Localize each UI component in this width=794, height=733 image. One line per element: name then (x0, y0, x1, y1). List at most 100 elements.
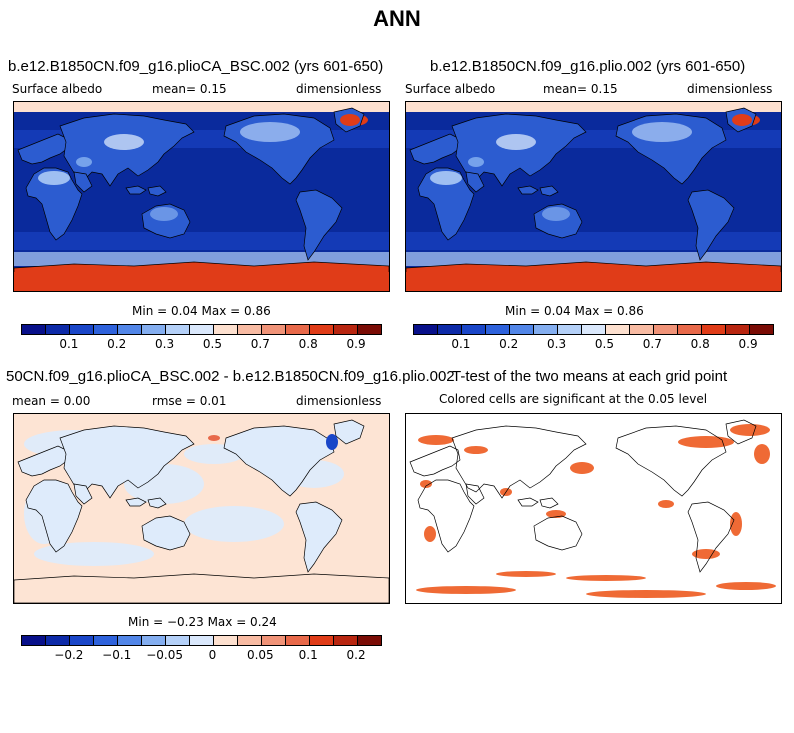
landmass-outline (451, 425, 587, 499)
panel1-units: dimensionless (296, 82, 382, 96)
canada-snow (632, 122, 692, 142)
antarctic-ice-sheet (406, 272, 781, 291)
panel2-minmax: Min = 0.04 Max = 0.86 (505, 304, 644, 318)
colorbar-box (310, 636, 334, 645)
australia-desert (542, 207, 570, 221)
arctic-sea-ice (14, 102, 389, 112)
colorbar-tick-label: −0.1 (102, 648, 132, 662)
colorbar-tick-label: 0.1 (451, 337, 471, 351)
colorbar-tick-label: 0.8 (690, 337, 710, 351)
desert-bright-area (38, 171, 70, 185)
panel3-rmse: rmse = 0.01 (152, 394, 227, 408)
colorbar-box (358, 325, 381, 334)
colorbar-box (46, 636, 70, 645)
panel4-ttest-map (405, 413, 782, 604)
colorbar-box (654, 325, 678, 334)
colorbar-tick-label: 0.9 (738, 337, 758, 351)
landmass (539, 185, 559, 197)
colorbar-box (310, 325, 334, 334)
significant-cells (496, 571, 556, 577)
panel2-colorbar-labels: 0.1 0.2 0.3 0.5 0.7 0.8 0.9 (413, 337, 772, 353)
significant-cells (566, 575, 646, 581)
significant-cells (420, 480, 432, 488)
colorbar-box (334, 636, 358, 645)
colorbar-box (118, 636, 142, 645)
panel3-title: 50CN.f09_g16.plioCA_BSC.002 - b.e12.B185… (6, 368, 455, 385)
panel2-units: dimensionless (687, 82, 773, 96)
colorbar-box (726, 325, 750, 334)
colorbar-box (462, 325, 486, 334)
desert-bright-area (430, 171, 462, 185)
colorbar-box (558, 325, 582, 334)
colorbar-box (214, 636, 238, 645)
landmass-outline (539, 497, 559, 509)
significant-cells (416, 586, 516, 594)
colorbar-box (334, 325, 358, 334)
panel1-colorbar-labels: 0.1 0.2 0.3 0.5 0.7 0.8 0.9 (21, 337, 380, 353)
colorbar-box (630, 325, 654, 334)
landmass (465, 171, 485, 193)
significant-cells (678, 436, 734, 448)
landmass (147, 185, 167, 197)
colorbar-tick-label: 0.3 (547, 337, 567, 351)
landmass (417, 167, 475, 241)
colorbar-box (94, 325, 118, 334)
arctic-sea-ice (406, 102, 781, 112)
colorbar-box (118, 325, 142, 334)
significant-cells (692, 549, 720, 559)
panel1-colorbar (21, 324, 382, 335)
panel4-title: T-test of the two means at each grid poi… (452, 368, 728, 385)
colorbar-box (94, 636, 118, 645)
colorbar-box (286, 636, 310, 645)
landmass (295, 189, 343, 261)
colorbar-box (510, 325, 534, 334)
southern-ocean-cloud-band (14, 252, 389, 266)
greenland-ice (340, 114, 360, 126)
panel2-albedo-map (405, 101, 782, 292)
panel1-title: b.e12.B1850CN.f09_g16.plioCA_BSC.002 (yr… (8, 58, 384, 75)
colorbar-tick-label: 0.1 (59, 337, 79, 351)
panel1-variable: Surface albedo (12, 82, 103, 96)
landmass-outline (333, 419, 365, 445)
arabia-bright-area (468, 157, 484, 167)
figure-title: ANN (373, 6, 421, 31)
landmass-outline (517, 497, 539, 507)
colorbar-box (214, 325, 238, 334)
landmass-outline (409, 445, 461, 477)
significant-cells (658, 500, 674, 508)
panel3-difference-map (13, 413, 390, 604)
colorbar-box (438, 325, 462, 334)
colorbar-box (358, 636, 381, 645)
colorbar-box (46, 325, 70, 334)
colorbar-tick-label: 0.7 (642, 337, 662, 351)
panel1-albedo-map (13, 101, 390, 292)
landmass-outline (725, 419, 757, 445)
landmass-outline (25, 479, 83, 553)
colorbar-box (702, 325, 726, 334)
colorbar-box (166, 636, 190, 645)
colorbar-box (750, 325, 773, 334)
landmass-outline (73, 483, 93, 505)
panel4-subtitle: Colored cells are significant at the 0.0… (439, 392, 708, 406)
landmass (517, 185, 539, 195)
colorbar-tick-label: 0.5 (202, 337, 222, 351)
colorbar-tick-label: 0.7 (250, 337, 270, 351)
panel2-title: b.e12.B1850CN.f09_g16.plio.002 (yrs 601-… (430, 58, 746, 75)
colorbar-box (70, 325, 94, 334)
panel3-units: dimensionless (296, 394, 382, 408)
colorbar-tick-label: 0.2 (499, 337, 519, 351)
panel2-variable: Surface albedo (405, 82, 496, 96)
negative-difference-spot (326, 434, 338, 450)
colorbar-box (238, 636, 262, 645)
landmass-outline (223, 425, 335, 497)
tibet-snow (496, 134, 536, 150)
colorbar-tick-label: 0.3 (155, 337, 175, 351)
antarctica-outline (14, 573, 389, 603)
colorbar-tick-label: 0.8 (298, 337, 318, 351)
colorbar-box (70, 636, 94, 645)
significant-cells (716, 582, 776, 590)
colorbar-box (262, 325, 286, 334)
panel1-mean: mean= 0.15 (152, 82, 227, 96)
panel3-colorbar-labels: −0.2 −0.1 −0.05 0 0.05 0.1 0.2 (21, 648, 380, 664)
landmass (125, 185, 147, 195)
